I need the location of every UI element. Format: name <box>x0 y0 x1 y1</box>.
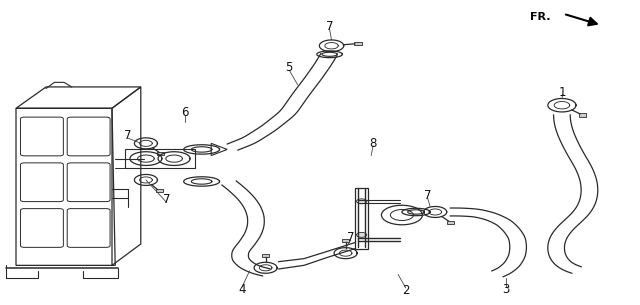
Text: 1: 1 <box>559 86 566 99</box>
Bar <box>447 221 454 224</box>
Bar <box>156 189 163 192</box>
Circle shape <box>356 232 367 237</box>
Text: 8: 8 <box>369 137 377 150</box>
Bar <box>157 152 164 155</box>
Text: 7: 7 <box>163 193 170 206</box>
Bar <box>262 254 269 257</box>
Text: 2: 2 <box>402 284 410 297</box>
Text: 6: 6 <box>181 106 189 119</box>
Bar <box>355 42 362 45</box>
Text: 5: 5 <box>285 61 293 74</box>
Bar <box>579 113 586 117</box>
Text: 7: 7 <box>124 129 132 142</box>
Text: FR.: FR. <box>530 12 550 22</box>
Bar <box>355 188 368 249</box>
Text: 3: 3 <box>502 283 509 296</box>
Text: 7: 7 <box>326 20 333 33</box>
Text: 7: 7 <box>347 231 355 244</box>
Bar <box>125 149 195 168</box>
Text: 4: 4 <box>238 283 246 296</box>
Circle shape <box>356 199 367 204</box>
Bar <box>342 239 349 242</box>
Text: 7: 7 <box>424 189 431 202</box>
